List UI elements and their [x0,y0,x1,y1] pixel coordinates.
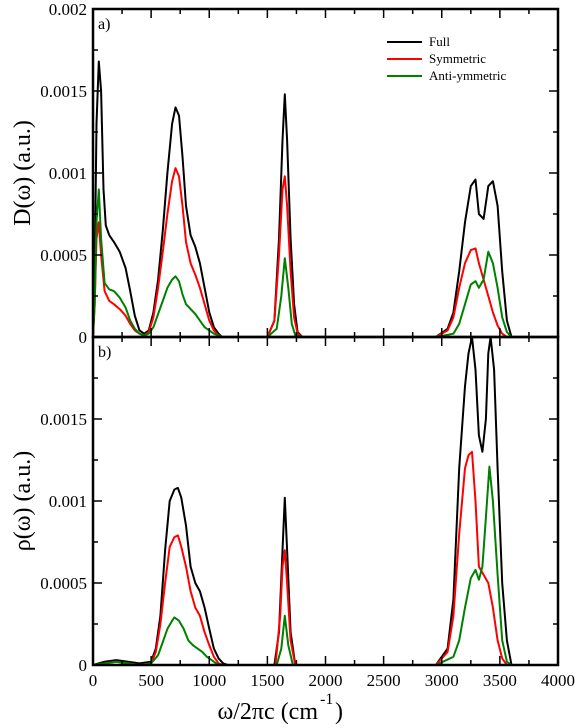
y-tick-label-b: 0.0005 [40,574,87,593]
y-tick-label-a: 0.0015 [40,82,87,101]
legend-label: Full [429,34,450,49]
y-tick-label-a: 0.001 [49,164,87,183]
x-tick-label: 2000 [309,671,343,690]
y-tick-label-b: 0.0015 [40,410,87,429]
x-tick-label: 3000 [425,671,459,690]
series-line-a-anti-ymmetric [92,188,558,338]
plot-frame-b [91,335,560,667]
series-line-b-anti-ymmetric [92,465,558,666]
panel-a-plot: 0 0.0005 0.001 0.0015 0.002 a) D(ω) (a.u.) Full… [10,0,560,347]
panel-label-b: b) [98,344,111,361]
y-tick-label-a: 0.002 [49,0,87,19]
x-tick-label: 1000 [192,671,226,690]
series-line-a-full [92,60,558,338]
x-axis-title-close: ) [335,699,343,725]
panel-b-plot: 0 500 1000 1500 2000 2500 3000 3500 4000 0 0.0005 0… [10,335,575,690]
x-tick-label: 1500 [250,671,284,690]
y-tick-label-b: 0.001 [49,492,87,511]
x-tick-label: 500 [138,671,164,690]
panel-label-a: a) [98,16,110,33]
series-line-b-full [92,336,558,666]
x-tick-label: 4000 [541,671,575,690]
x-axis-title-superscript: -1 [320,691,333,708]
plot-frame-a [91,7,560,339]
x-tick-label: 3500 [483,671,517,690]
x-tick-label: 0 [89,671,98,690]
y-axis-title-b: ρ(ω) (a.u.) [10,451,36,551]
legend-label: Symmetric [429,51,486,66]
y-axis-title-a: D(ω) (a.u.) [10,120,36,226]
y-tick-label-a: 0.0005 [40,246,87,265]
legend: Full Symmetric Anti-ymmetric [387,34,506,83]
y-tick-label-a: 0 [79,328,88,347]
y-tick-label-b: 0 [79,656,88,675]
legend-label: Anti-ymmetric [429,68,506,83]
x-axis-title: ω/2πc (cm -1 ) [217,691,343,725]
series-line-a-symmetric [92,167,558,338]
x-axis-title-main: ω/2πc (cm [217,699,318,725]
x-tick-label: 2500 [367,671,401,690]
